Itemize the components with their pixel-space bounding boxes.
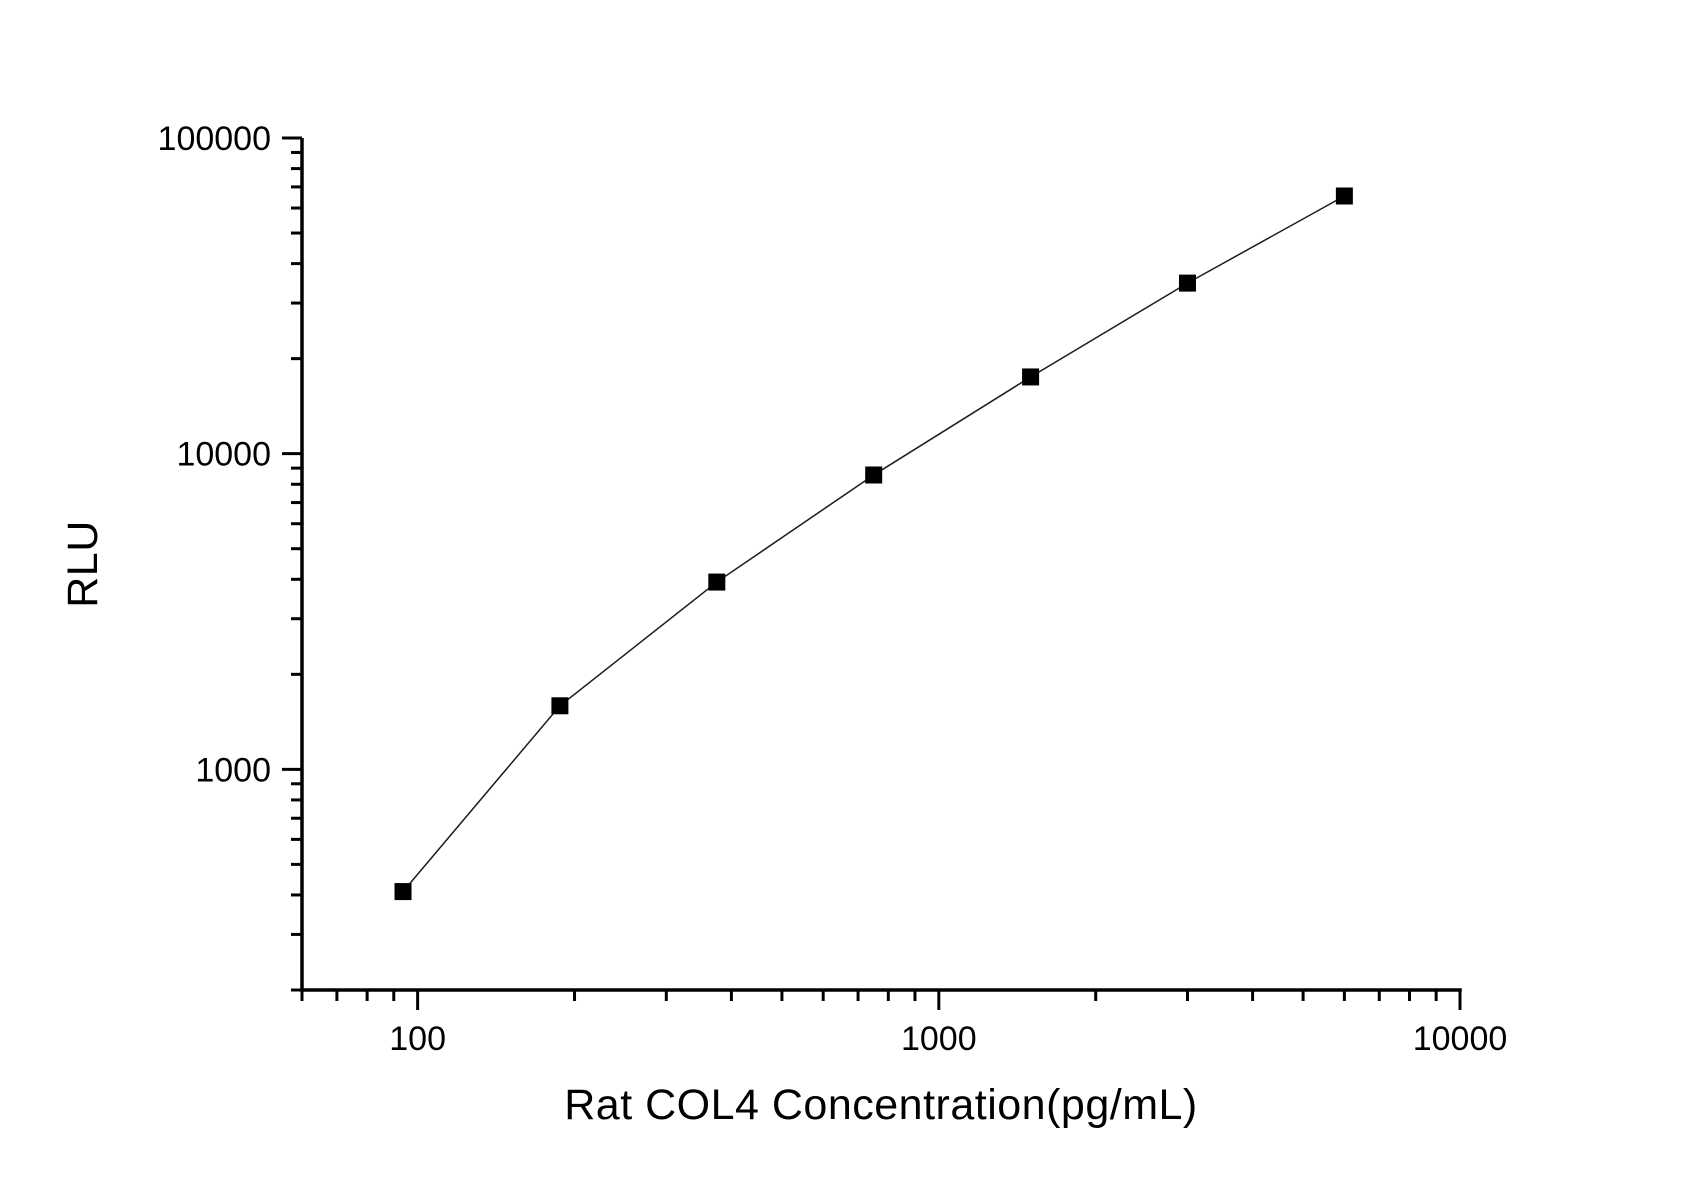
y-axis-title: RLU [59, 520, 107, 608]
data-point-marker [1022, 368, 1040, 386]
data-point-marker [1335, 187, 1353, 205]
plot-area: 100 1000 10000 1000 10000 100000 [158, 120, 1508, 1058]
x-tick-label: 1000 [901, 1020, 977, 1058]
data-point-marker [1178, 274, 1196, 292]
data-point-marker [708, 573, 726, 591]
data-point-marker [551, 697, 569, 715]
series-line [402, 195, 1345, 893]
y-tick-label: 100000 [158, 120, 271, 158]
data-point-marker [865, 466, 883, 484]
y-tick-label: 10000 [176, 436, 271, 474]
y-tick-label: 1000 [195, 751, 271, 789]
x-axis-title: Rat COL4 Concentration(pg/mL) [564, 1081, 1198, 1129]
x-tick-label: 10000 [1413, 1020, 1508, 1058]
data-point-marker [394, 883, 412, 901]
x-tick-label: 100 [389, 1020, 446, 1058]
